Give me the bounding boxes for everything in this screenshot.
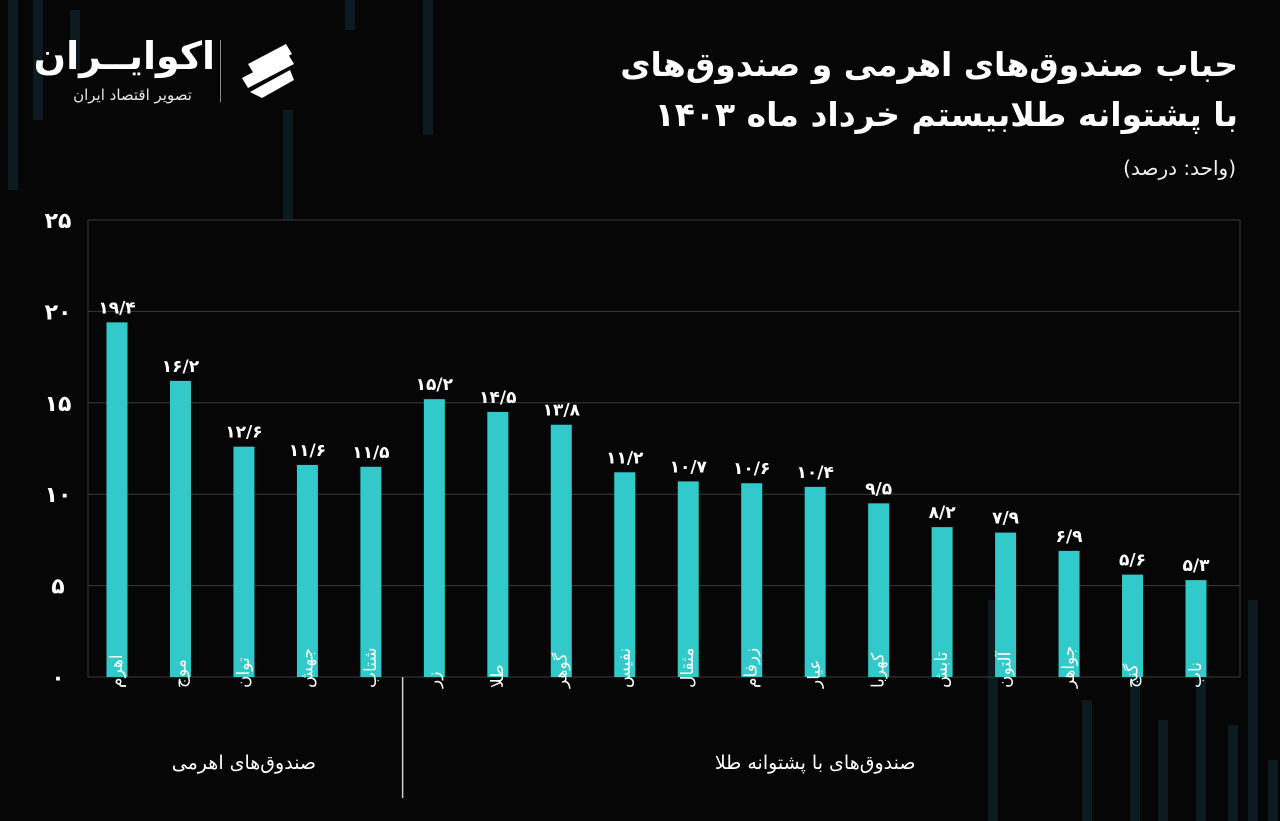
x-tick-label: تابش [932, 651, 952, 688]
x-tick-label: زرفام [742, 648, 762, 688]
brand-name: اکوایــران [33, 34, 215, 78]
x-tick-label: مثقال [678, 648, 698, 688]
x-tick-label: طلا [488, 664, 508, 688]
x-tick-label: ناب [1186, 662, 1206, 688]
bar-value-label: ۱۰/۶ [733, 459, 770, 479]
chart-title-line-1: حباب صندوق‌های اهرمی و صندوق‌های [620, 45, 1238, 84]
logo-separator [220, 40, 221, 102]
bar [360, 466, 382, 677]
bar-value-label: ۱۳/۸ [543, 401, 581, 421]
bar-value-label: ۹/۵ [865, 479, 892, 499]
bar-value-label: ۱۴/۵ [479, 388, 516, 408]
bar [487, 411, 509, 677]
x-tick-label: توان [234, 657, 254, 688]
x-tick-label: جواهر [1059, 646, 1079, 689]
bar [423, 399, 445, 677]
group-label: صندوق‌های با پشتوانه طلا [715, 752, 916, 774]
bar-value-label: ۱۱/۲ [606, 448, 644, 468]
chart-title-line-2: با پشتوانه طلابیستم خرداد ماه ۱۴۰۳ [654, 95, 1238, 134]
bar [1185, 580, 1207, 677]
bar-value-label: ۱۲/۶ [225, 423, 262, 443]
x-tick-label: زر [424, 672, 444, 689]
bar [1058, 550, 1080, 677]
bar [169, 380, 191, 677]
y-tick-label: ۱۵ [45, 392, 72, 417]
bar-value-label: ۱۹/۴ [98, 298, 135, 318]
bar [995, 532, 1017, 677]
bar-value-label: ۱۱/۵ [352, 443, 389, 463]
x-tick-label: گنج [1122, 663, 1143, 688]
brand-tagline: تصویر اقتصاد ایران [73, 86, 192, 104]
chart-title: حباب صندوق‌های اهرمی و صندوق‌های با پشتو… [478, 40, 1238, 140]
y-tick-label: ۰ [51, 666, 64, 691]
y-tick-label: ۲۵ [45, 209, 72, 234]
bar [1122, 574, 1144, 677]
bar-value-label: ۵/۳ [1183, 556, 1211, 576]
bar [106, 322, 128, 677]
x-tick-label: گوهر [550, 652, 571, 689]
bar [233, 446, 255, 677]
group-label: صندوق‌های اهرمی [172, 752, 316, 774]
bar-value-label: ۱۰/۷ [670, 457, 708, 477]
bar-value-label: ۸/۲ [929, 503, 957, 523]
bar-value-label: ۶/۹ [1056, 527, 1084, 547]
y-tick-label: ۵ [51, 575, 64, 600]
x-tick-label: آلتون [994, 650, 1016, 688]
y-tick-label: ۱۰ [45, 483, 72, 508]
bar [677, 481, 699, 677]
bar [550, 424, 572, 677]
x-tick-label: کهربا [869, 652, 889, 688]
bar-value-label: ۱۰/۴ [797, 463, 834, 483]
x-tick-label: موج [170, 659, 190, 688]
bar-value-label: ۱۱/۶ [289, 441, 326, 461]
chart-unit: (واحد: درصد) [1123, 156, 1236, 180]
x-tick-label: نفیس [615, 648, 635, 688]
bar-value-label: ۷/۹ [992, 509, 1020, 529]
bar [296, 464, 318, 677]
bar-value-label: ۱۵/۲ [416, 375, 454, 395]
x-tick-label: جهش [297, 648, 317, 688]
bar [741, 483, 763, 677]
ecoiran-logo-icon [242, 44, 294, 98]
x-tick-label: شتاب [361, 647, 381, 688]
bar [931, 527, 953, 677]
bar-value-label: ۵/۶ [1119, 551, 1146, 571]
bar [804, 486, 826, 677]
bar-value-label: ۱۶/۲ [162, 357, 200, 377]
bar [868, 503, 890, 677]
x-tick-label: اهرم [107, 654, 127, 688]
bar [614, 472, 636, 677]
y-tick-label: ۲۰ [45, 300, 72, 325]
x-tick-label: عیار [805, 659, 825, 689]
